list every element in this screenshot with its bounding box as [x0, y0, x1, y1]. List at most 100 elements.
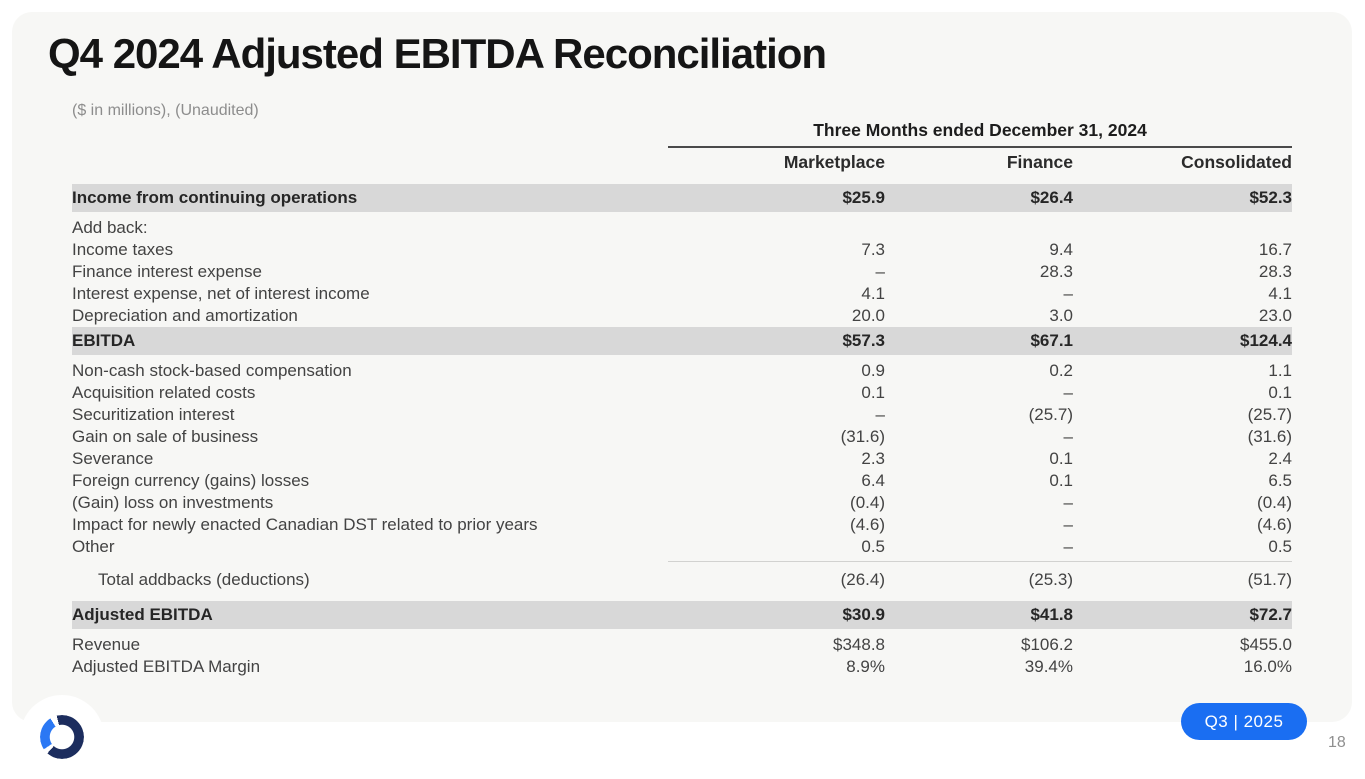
row-label: Securitization interest	[72, 405, 235, 424]
table-row: Severance 2.3 0.1 2.4	[72, 448, 1292, 470]
row-value: (31.6)	[1247, 427, 1292, 446]
row-value: 28.3	[1258, 262, 1292, 281]
table-row: Gain on sale of business (31.6) – (31.6)	[72, 426, 1292, 448]
table-row: EBITDA $57.3 $67.1 $124.4	[72, 327, 1292, 355]
page-number: 18	[1328, 734, 1346, 751]
company-logo	[20, 695, 104, 779]
table-row: Securitization interest – (25.7) (25.7)	[72, 404, 1292, 426]
row-value: (25.7)	[1028, 405, 1073, 424]
table-row: Income from continuing operations $25.9 $2…	[72, 184, 1292, 212]
row-value: 7.3	[861, 240, 885, 259]
column-header-marketplace: Marketplace	[783, 151, 885, 172]
row-value: $106.2	[1021, 635, 1073, 654]
row-value: 3.0	[1049, 306, 1073, 325]
row-value: 28.3	[1039, 262, 1073, 281]
row-value: –	[1063, 383, 1073, 402]
row-value: 0.2	[1049, 361, 1073, 380]
row-value: 0.9	[861, 361, 885, 380]
table-row: Impact for newly enacted Canadian DST re…	[72, 514, 1292, 536]
row-label: Impact for newly enacted Canadian DST re…	[72, 515, 538, 534]
row-value: (26.4)	[840, 570, 885, 589]
row-value: $52.3	[1249, 188, 1292, 207]
row-value: –	[875, 405, 885, 424]
row-value: 16.7	[1258, 240, 1292, 259]
row-value: (51.7)	[1247, 570, 1292, 589]
row-value: (31.6)	[840, 427, 885, 446]
row-label: Gain on sale of business	[72, 427, 259, 446]
quarter-badge: Q3 | 2025	[1181, 703, 1307, 740]
openlane-ring-icon	[40, 715, 84, 759]
row-value: (4.6)	[850, 515, 885, 534]
row-value: 0.1	[1049, 449, 1073, 468]
row-label: Severance	[72, 449, 154, 468]
row-value: 2.3	[861, 449, 885, 468]
row-label: Adjusted EBITDA Margin	[72, 657, 261, 676]
separator-rule	[72, 561, 1292, 562]
row-value: 20.0	[851, 306, 885, 325]
row-value: 6.4	[861, 471, 885, 490]
row-value: 0.1	[861, 383, 885, 402]
slide-title: Q4 2024 Adjusted EBITDA Reconciliation	[48, 30, 827, 77]
row-value: $348.8	[833, 635, 885, 654]
row-label: Interest expense, net of interest income	[72, 284, 370, 303]
row-value: –	[875, 262, 885, 281]
row-value: 39.4%	[1024, 657, 1073, 676]
row-label: Income from continuing operations	[72, 188, 358, 207]
row-value: $30.9	[842, 605, 885, 624]
row-value: –	[1063, 537, 1073, 556]
table-row: Non-cash stock-based compensation 0.9 0.2 1…	[72, 360, 1292, 382]
ebitda-reconciliation-table: Three Months ended December 31, 2024 Mar…	[72, 120, 1292, 678]
row-label: Income taxes	[72, 240, 174, 259]
row-label: Revenue	[72, 635, 141, 654]
table-row: Finance interest expense – 28.3 28.3	[72, 261, 1292, 283]
row-value: $57.3	[842, 331, 885, 350]
row-value: –	[1063, 427, 1073, 446]
table-row: Total addbacks (deductions) (26.4) (25.3) (…	[72, 569, 1292, 591]
row-label: (Gain) loss on investments	[72, 493, 274, 512]
row-label: Adjusted EBITDA	[72, 605, 213, 624]
table-row: Adjusted EBITDA Margin 8.9% 39.4% 16.0%	[72, 656, 1292, 678]
row-value: –	[1063, 284, 1073, 303]
table-row: Revenue $348.8 $106.2 $455.0	[72, 634, 1292, 656]
row-label: Finance interest expense	[72, 262, 262, 281]
table-row: Adjusted EBITDA $30.9 $41.8 $72.7	[72, 601, 1292, 629]
row-value: (25.3)	[1028, 570, 1073, 589]
table-row: Foreign currency (gains) losses 6.4 0.1 6.5	[72, 470, 1292, 492]
row-value: 2.4	[1268, 449, 1292, 468]
row-value: $41.8	[1030, 605, 1073, 624]
row-label: Other	[72, 537, 115, 556]
table-row: Add back:	[72, 217, 1292, 239]
row-value: $455.0	[1240, 635, 1292, 654]
row-value: $26.4	[1030, 188, 1073, 207]
row-value: 0.1	[1049, 471, 1073, 490]
table-row: Other 0.5 – 0.5	[72, 536, 1292, 558]
row-label: Depreciation and amortization	[72, 306, 298, 325]
row-label: Add back:	[72, 218, 148, 237]
row-value: 6.5	[1268, 471, 1292, 490]
table-row: (Gain) loss on investments (0.4) – (0.4)	[72, 492, 1292, 514]
row-value: 9.4	[1049, 240, 1073, 259]
column-header-consolidated: Consolidated	[1181, 151, 1292, 172]
row-value: 0.5	[1268, 537, 1292, 556]
row-value: $67.1	[1030, 331, 1073, 350]
table-row: Depreciation and amortization 20.0 3.0 23.0	[72, 305, 1292, 327]
row-label: Acquisition related costs	[72, 383, 256, 402]
row-value: $25.9	[842, 188, 885, 207]
row-value: $124.4	[1240, 331, 1292, 350]
row-value: 4.1	[1268, 284, 1292, 303]
row-value: 23.0	[1258, 306, 1292, 325]
row-value: (0.4)	[1257, 493, 1292, 512]
row-value: (4.6)	[1257, 515, 1292, 534]
table-row: Interest expense, net of interest income…	[72, 283, 1292, 305]
row-value: 0.5	[861, 537, 885, 556]
row-value: 16.0%	[1243, 657, 1292, 676]
column-header-row: Marketplace Finance Consolidated	[72, 147, 1292, 177]
column-header-finance: Finance	[1006, 151, 1073, 172]
row-value: –	[1063, 493, 1073, 512]
row-value: 4.1	[861, 284, 885, 303]
slide-subtitle: ($ in millions), (Unaudited)	[72, 102, 259, 119]
row-value: 8.9%	[846, 657, 885, 676]
row-value: $72.7	[1249, 605, 1292, 624]
row-value: (25.7)	[1247, 405, 1292, 424]
row-value: (0.4)	[850, 493, 885, 512]
